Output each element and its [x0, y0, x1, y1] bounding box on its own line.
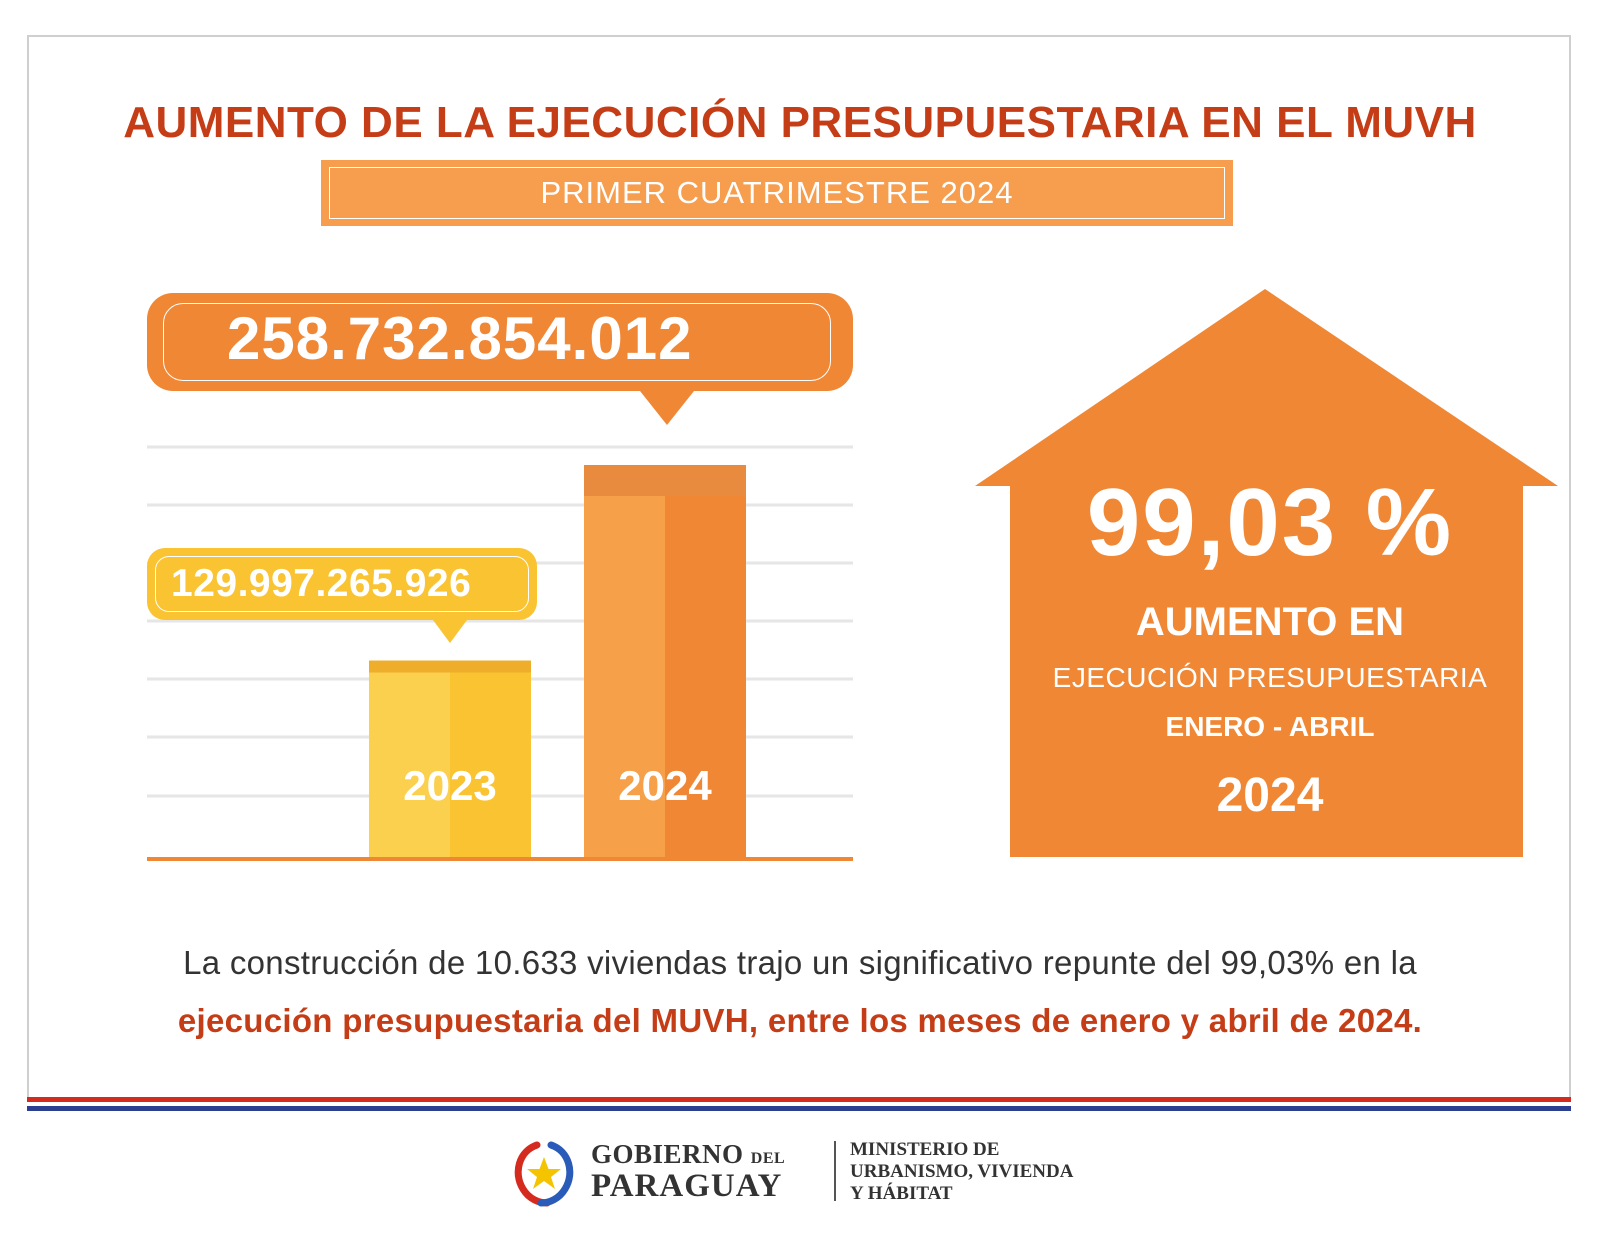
callout-pointer-2024 — [640, 391, 694, 425]
value-label-2024: 258.732.854.012 — [227, 305, 693, 372]
paraguay-text: PARAGUAY — [591, 1168, 783, 1204]
bar-label-2023: 2023 — [403, 762, 497, 809]
gobierno-wordmark: GOBIERNO DEL — [591, 1139, 785, 1170]
subtitle-text: PRIMER CUATRIMESTRE 2024 — [329, 167, 1225, 219]
ministry-line-2: URBANISMO, VIVIENDA — [850, 1161, 1074, 1182]
government-emblem-icon — [514, 1141, 574, 1207]
subtitle-banner: PRIMER CUATRIMESTRE 2024 — [321, 160, 1233, 226]
flag-stripe-blue — [27, 1106, 1571, 1111]
ministry-line-3: Y HÁBITAT — [850, 1183, 953, 1204]
callout-border — [163, 303, 831, 381]
bar-cap — [584, 465, 746, 496]
house-icon — [975, 289, 1558, 857]
value-callout-2023: 129.997.265.926 — [147, 548, 537, 620]
callout-border — [155, 556, 529, 612]
bar-cap — [369, 660, 531, 673]
summary-line-1: La construcción de 10.633 viviendas traj… — [183, 944, 1417, 981]
budget-execution-label: EJECUCIÓN PRESUPUESTARIA — [1052, 662, 1488, 693]
flag-stripe-red — [27, 1097, 1571, 1102]
callout-pointer-2023 — [433, 620, 467, 643]
bar-2024 — [584, 465, 746, 858]
ministry-name: MINISTERIO DE URBANISMO, VIVIENDA Y HÁBI… — [850, 1139, 1073, 1205]
del-text: DEL — [750, 1150, 786, 1167]
year-label: 2024 — [1216, 769, 1324, 822]
bar-highlight — [584, 465, 665, 858]
flag-stripe-white — [27, 1102, 1571, 1106]
footer-logo: GOBIERNO DEL PARAGUAY MINISTERIO DE URBA… — [507, 1137, 1107, 1207]
period-label: ENERO - ABRIL — [1165, 711, 1375, 742]
increase-label: AUMENTO EN — [1135, 600, 1405, 644]
value-label-2023: 129.997.265.926 — [171, 562, 472, 605]
ministry-line-1: MINISTERIO DE — [850, 1139, 1000, 1160]
bar-label-2024: 2024 — [618, 762, 712, 809]
page-title: AUMENTO DE LA EJECUCIÓN PRESUPUESTARIA E… — [123, 98, 1477, 147]
summary-line-2: ejecución presupuestaria del MUVH, entre… — [177, 1002, 1423, 1039]
bar-highlight — [369, 660, 450, 858]
percent-increase: 99,03 % — [1086, 469, 1454, 576]
gobierno-text: GOBIERNO — [591, 1139, 744, 1169]
value-callout-2024: 258.732.854.012 — [147, 293, 853, 391]
bar-2023 — [369, 660, 531, 858]
logo-divider — [834, 1141, 836, 1201]
